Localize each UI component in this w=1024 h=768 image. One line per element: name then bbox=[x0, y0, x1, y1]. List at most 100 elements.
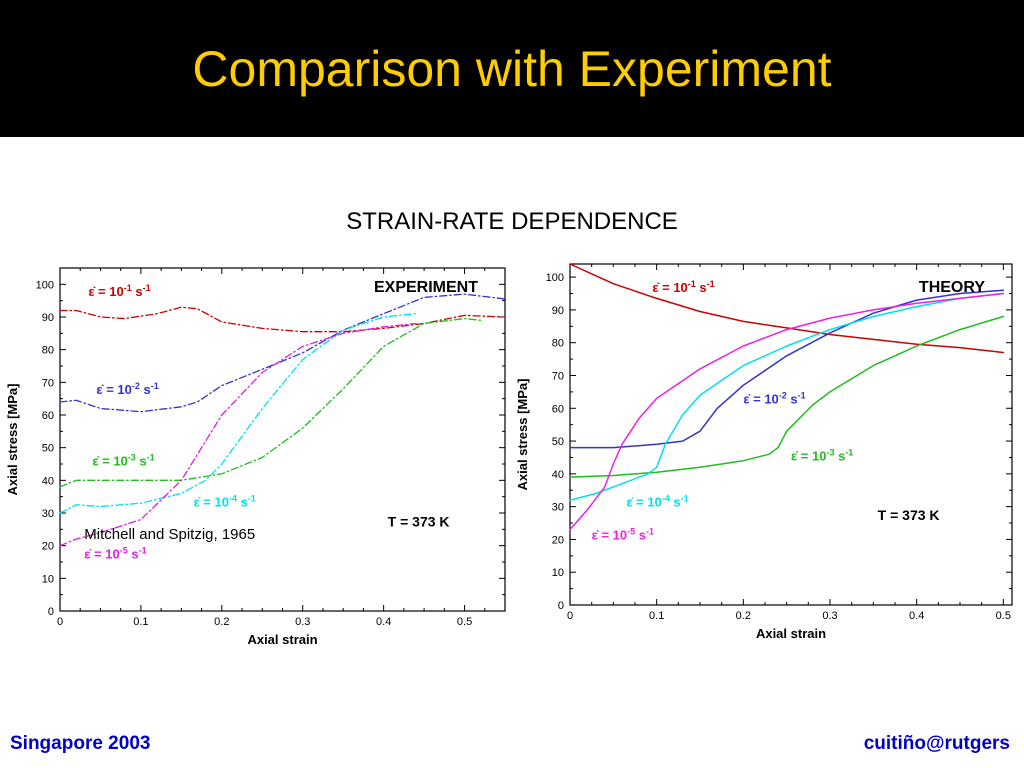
title-bar: Comparison with Experiment bbox=[0, 0, 1024, 137]
y-tick-label: 20 bbox=[552, 534, 564, 546]
rate-label-unit: s bbox=[670, 495, 681, 510]
y-tick-label: 30 bbox=[552, 502, 564, 514]
rate-label-unit-exponent: -1 bbox=[147, 453, 155, 463]
rate-label-unit: s bbox=[696, 280, 707, 295]
plot-frame bbox=[569, 263, 1013, 606]
series-line bbox=[569, 315, 1005, 478]
rate-label-unit-exponent: -1 bbox=[707, 279, 715, 289]
rate-label-prefix: ε̇ = 10 bbox=[84, 547, 119, 562]
rate-label-unit-exponent: -1 bbox=[798, 390, 806, 400]
rate-label-unit: s bbox=[136, 454, 147, 469]
rate-label-exponent: -5 bbox=[120, 546, 128, 556]
rate-label-unit-exponent: -1 bbox=[646, 526, 654, 536]
x-tick-label: 0.4 bbox=[909, 610, 924, 622]
series-rate-label: ε̇ = 10-1 s-1 bbox=[652, 279, 714, 295]
x-tick-label: 0.5 bbox=[996, 610, 1011, 622]
rate-label-exponent: -3 bbox=[128, 453, 136, 463]
y-tick-label: 40 bbox=[552, 469, 564, 481]
y-tick-label: 30 bbox=[42, 508, 54, 520]
rate-label-exponent: -2 bbox=[132, 381, 140, 391]
slide-subtitle: STRAIN-RATE DEPENDENCE bbox=[346, 208, 678, 235]
y-tick-label: 10 bbox=[552, 567, 564, 579]
rate-label-unit: s bbox=[237, 494, 248, 509]
series-rate-label: ε̇ = 10-4 s-1 bbox=[626, 494, 688, 510]
experiment-chart: 0 10 20 30 40 50 60 70 80 90 100 0 0.1 0.2 0.3 0.4 0.5 Ax… bbox=[5, 267, 506, 647]
footer-location: Singapore 2003 bbox=[10, 733, 151, 754]
series-line bbox=[59, 306, 506, 333]
rate-label-prefix: ε̇ = 10 bbox=[791, 449, 826, 464]
series-rate-label: ε̇ = 10-5 s-1 bbox=[84, 546, 146, 562]
rate-label-unit-exponent: -1 bbox=[845, 448, 853, 458]
rate-label-unit-exponent: -1 bbox=[248, 493, 256, 503]
y-tick-label: 50 bbox=[42, 443, 54, 455]
rate-label-prefix: ε̇ = 10 bbox=[96, 382, 131, 397]
rate-label-unit: s bbox=[635, 527, 646, 542]
temperature-annotation: T = 373 K bbox=[388, 514, 450, 530]
x-tick-label: 0.2 bbox=[214, 616, 229, 628]
rate-label-prefix: ε̇ = 10 bbox=[88, 284, 123, 299]
y-tick-label: 90 bbox=[42, 312, 54, 324]
rate-label-prefix: ε̇ = 10 bbox=[626, 495, 661, 510]
rate-label-unit: s bbox=[128, 547, 139, 562]
x-tick-label: 0.5 bbox=[457, 616, 472, 628]
x-tick-label: 0 bbox=[57, 616, 63, 628]
series-line bbox=[569, 292, 1005, 531]
x-tick-label: 0.4 bbox=[376, 616, 391, 628]
y-tick-label: 10 bbox=[42, 573, 54, 585]
series-rate-label: ε̇ = 10-2 s-1 bbox=[743, 390, 805, 406]
y-tick-label: 50 bbox=[552, 436, 564, 448]
rate-label-prefix: ε̇ = 10 bbox=[194, 494, 229, 509]
series-rate-label: ε̇ = 10-4 s-1 bbox=[194, 493, 256, 509]
x-tick-label: 0.1 bbox=[133, 616, 148, 628]
rate-label-exponent: -1 bbox=[688, 279, 696, 289]
series-line bbox=[59, 317, 482, 488]
series-line bbox=[59, 313, 417, 514]
panel-label: EXPERIMENT bbox=[374, 279, 478, 296]
rate-label-exponent: -5 bbox=[627, 526, 635, 536]
rate-label-unit: s bbox=[834, 449, 845, 464]
footer-author: cuitiño@rutgers bbox=[863, 733, 1010, 754]
temperature-annotation: T = 373 K bbox=[878, 507, 940, 523]
rate-label-unit-exponent: -1 bbox=[151, 381, 159, 391]
rate-label-exponent: -4 bbox=[662, 494, 670, 504]
x-tick-label: 0.1 bbox=[649, 610, 664, 622]
citation-annotation: Mitchell and Spitzig, 1965 bbox=[84, 526, 255, 543]
series-rate-label: ε̇ = 10-1 s-1 bbox=[88, 283, 150, 299]
y-tick-label: 60 bbox=[552, 403, 564, 415]
y-tick-label: 40 bbox=[42, 475, 54, 487]
y-tick-label: 70 bbox=[42, 377, 54, 389]
rate-label-exponent: -4 bbox=[229, 493, 237, 503]
y-axis-label: Axial stress [MPa] bbox=[515, 379, 530, 491]
y-tick-label: 0 bbox=[558, 600, 564, 612]
y-tick-label: 60 bbox=[42, 410, 54, 422]
x-tick-label: 0.2 bbox=[736, 610, 751, 622]
y-tick-label: 20 bbox=[42, 541, 54, 553]
rate-label-prefix: ε̇ = 10 bbox=[592, 527, 627, 542]
series-rate-label: ε̇ = 10-2 s-1 bbox=[96, 381, 158, 397]
rate-label-prefix: ε̇ = 10 bbox=[92, 454, 127, 469]
y-tick-label: 100 bbox=[36, 279, 54, 291]
theory-chart: 0 10 20 30 40 50 60 70 80 90 100 0 0.1 0.2 0.3 0.4 0.5 Ax… bbox=[515, 263, 1013, 641]
rate-label-unit: s bbox=[140, 382, 151, 397]
x-axis-label: Axial strain bbox=[247, 632, 317, 647]
series-line bbox=[569, 292, 1005, 501]
x-tick-label: 0.3 bbox=[822, 610, 837, 622]
y-tick-label: 0 bbox=[48, 606, 54, 618]
rate-label-unit-exponent: -1 bbox=[139, 546, 147, 556]
rate-label-exponent: -1 bbox=[124, 283, 132, 293]
series-line bbox=[59, 322, 417, 547]
y-tick-label: 80 bbox=[42, 345, 54, 357]
slide-title: Comparison with Experiment bbox=[192, 40, 832, 97]
rate-label-unit-exponent: -1 bbox=[143, 283, 151, 293]
rate-label-exponent: -2 bbox=[779, 390, 787, 400]
y-tick-label: 70 bbox=[552, 370, 564, 382]
series-rate-label: ε̇ = 10-3 s-1 bbox=[92, 453, 154, 469]
x-axis-label: Axial strain bbox=[756, 626, 826, 641]
x-tick-label: 0.3 bbox=[295, 616, 310, 628]
series-line bbox=[569, 289, 1005, 449]
rate-label-prefix: ε̇ = 10 bbox=[743, 391, 778, 406]
y-tick-label: 100 bbox=[546, 272, 564, 284]
y-tick-label: 90 bbox=[552, 305, 564, 317]
series-rate-label: ε̇ = 10-3 s-1 bbox=[791, 448, 853, 464]
